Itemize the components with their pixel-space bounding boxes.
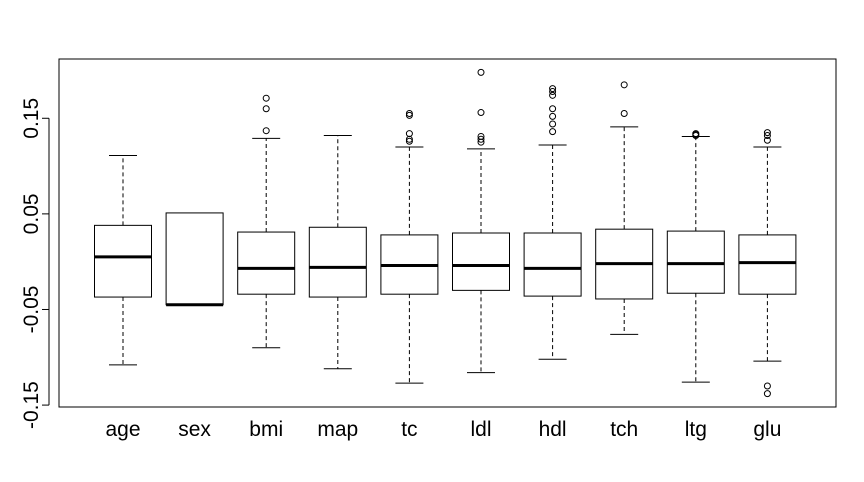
x-tick-label: ltg: [685, 418, 707, 441]
box-ltg: [666, 130, 725, 383]
box-sex: [165, 212, 224, 307]
x-tick-label: glu: [753, 418, 781, 441]
outlier-point: [549, 85, 557, 93]
iqr-box: [237, 231, 296, 295]
y-tick-label: 0.15: [20, 98, 43, 139]
outlier-point: [549, 128, 557, 136]
x-tick-label: tc: [401, 418, 417, 441]
plot-frame: [58, 58, 837, 408]
outlier-point: [549, 105, 557, 113]
outlier-point: [262, 127, 270, 135]
outlier-point: [405, 111, 413, 119]
box-tch: [595, 81, 654, 335]
boxes-group: [94, 68, 797, 398]
outlier-point: [262, 94, 270, 102]
x-tick-label: map: [317, 418, 358, 441]
x-tick-label: age: [105, 418, 140, 441]
outlier-point: [620, 109, 628, 117]
x-tick-label: hdl: [539, 418, 567, 441]
box-tc: [380, 109, 439, 384]
box-hdl: [523, 85, 582, 360]
outlier-point: [405, 137, 413, 145]
y-tick-label: 0.05: [20, 193, 43, 234]
x-axis: age sex bmi map tc ldl hdl tch ltg glu: [105, 418, 781, 441]
outlier-point: [477, 109, 485, 117]
iqr-box: [308, 226, 367, 298]
outlier-point: [692, 130, 700, 138]
y-tick-label: -0.05: [20, 286, 43, 334]
x-tick-label: ldl: [470, 418, 491, 441]
outlier-point: [763, 136, 771, 144]
outlier-point: [763, 382, 771, 390]
outlier-point: [620, 81, 628, 89]
x-tick-label: tch: [610, 418, 638, 441]
x-tick-label: bmi: [249, 418, 283, 441]
outlier-point: [477, 135, 485, 143]
box-age: [94, 155, 152, 366]
outlier-point: [477, 68, 485, 76]
outlier-point: [405, 109, 413, 117]
box-ldl: [452, 68, 510, 374]
x-tick-label: sex: [178, 418, 211, 441]
outlier-point: [262, 105, 270, 113]
outlier-point: [763, 390, 771, 398]
iqr-box: [94, 224, 152, 298]
box-map: [308, 134, 367, 370]
outlier-point: [763, 129, 771, 137]
iqr-box: [523, 232, 582, 297]
outlier-point: [763, 131, 771, 139]
outlier-point: [549, 88, 557, 96]
outlier-point: [549, 120, 557, 128]
outlier-point: [549, 91, 557, 99]
iqr-box: [165, 212, 224, 306]
y-tick-label: -0.15: [20, 381, 43, 429]
box-glu: [738, 129, 797, 398]
outlier-point: [549, 112, 557, 120]
iqr-box: [738, 234, 797, 295]
outlier-point: [405, 130, 413, 138]
box-bmi: [237, 94, 296, 349]
y-axis: 0.15 0.05 -0.05 -0.15: [20, 98, 50, 429]
iqr-box: [452, 232, 510, 291]
outlier-point: [477, 132, 485, 140]
